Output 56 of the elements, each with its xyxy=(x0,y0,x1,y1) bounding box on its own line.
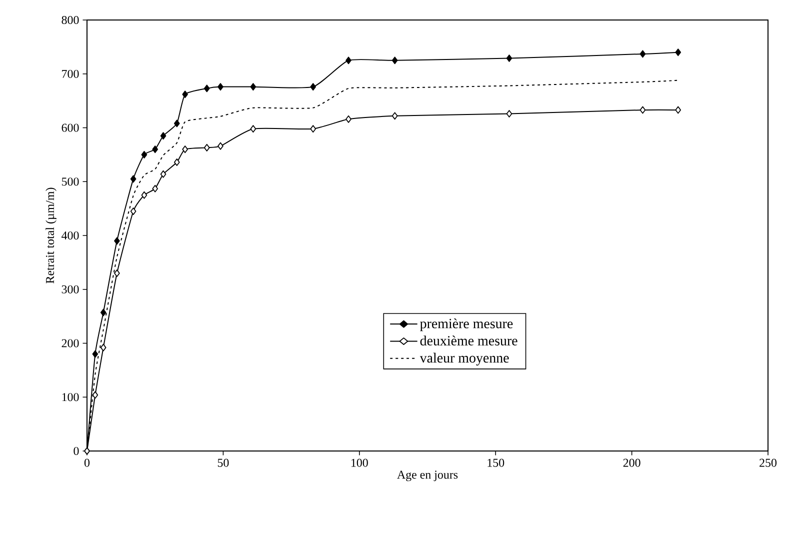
point xyxy=(392,56,398,64)
point xyxy=(114,269,120,277)
point xyxy=(310,83,316,91)
point xyxy=(141,191,148,199)
point xyxy=(114,237,120,245)
point xyxy=(182,146,188,154)
y-tick-label: 500 xyxy=(62,178,79,186)
y-tick-label: 800 xyxy=(62,16,79,24)
point xyxy=(506,54,512,62)
point xyxy=(174,158,180,166)
point xyxy=(100,308,106,316)
point xyxy=(92,350,98,358)
point xyxy=(204,144,210,152)
point xyxy=(506,110,512,118)
legend-label: première mesure xyxy=(420,318,513,332)
point xyxy=(152,184,158,192)
y-tick-label: 0 xyxy=(74,446,79,456)
point xyxy=(160,170,166,178)
x-tick-label: 200 xyxy=(623,458,640,467)
point xyxy=(218,142,224,150)
point xyxy=(346,115,352,123)
y-tick-label: 300 xyxy=(62,285,79,294)
point xyxy=(346,56,352,64)
point xyxy=(640,50,646,58)
x-tick-label: 100 xyxy=(351,458,368,467)
point xyxy=(174,120,180,128)
point xyxy=(218,83,224,91)
point xyxy=(152,146,158,154)
y-tick-label: 400 xyxy=(62,231,79,240)
point xyxy=(182,90,188,98)
x-tick-label: 0 xyxy=(84,458,90,467)
x-tick-label: 150 xyxy=(488,458,504,467)
x-tick-label: 50 xyxy=(218,458,229,467)
point xyxy=(141,150,148,158)
point xyxy=(640,106,646,114)
y-axis-title: Retrait total (µm/m) xyxy=(46,188,56,284)
y-tick-label: 200 xyxy=(62,339,79,348)
point xyxy=(250,83,256,91)
point xyxy=(204,84,210,92)
x-axis-title: Age en jours xyxy=(397,470,458,482)
point xyxy=(92,391,98,399)
point xyxy=(130,208,136,215)
point xyxy=(310,125,316,133)
y-tick-label: 600 xyxy=(62,124,79,132)
point xyxy=(675,106,682,114)
legend-label: deuxième mesure xyxy=(420,336,518,346)
y-tick-label: 100 xyxy=(62,393,79,402)
point xyxy=(392,112,398,120)
point xyxy=(130,175,136,183)
point xyxy=(160,132,166,140)
point xyxy=(100,344,106,352)
y-tick-label: 700 xyxy=(62,70,79,78)
x-tick-label: 250 xyxy=(760,458,777,467)
legend-label: valeur moyenne xyxy=(420,352,509,366)
point xyxy=(675,48,682,56)
point xyxy=(250,125,256,133)
